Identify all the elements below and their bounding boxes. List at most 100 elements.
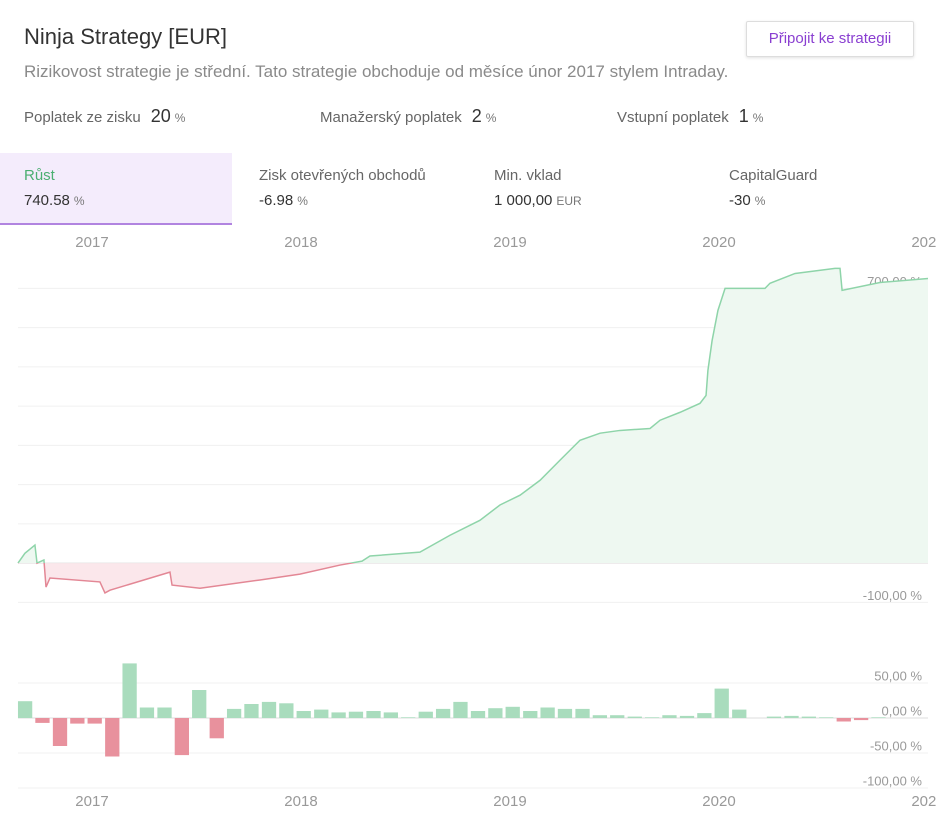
stat-label: CapitalGuard [729,167,818,184]
stat-tab[interactable]: Zisk otevřených obchodů -6.98% [259,153,491,225]
bar [296,711,311,718]
bar [801,716,817,718]
fee: Manažerský poplatek 2% [320,106,496,127]
x-tick-label: 2020 [702,793,735,810]
bar [488,708,503,718]
bar [784,715,799,718]
subtitle: Rizikovost strategie je střední. Tato st… [24,62,729,81]
bar [662,715,677,718]
bar [836,718,851,722]
stat-unit: % [754,194,766,208]
fee-label: Vstupní poplatek [617,109,729,126]
bar [244,704,259,718]
stat-value: -30 [729,192,751,209]
bar [557,708,573,718]
bar [819,717,834,718]
bar [139,707,155,718]
bar [87,718,102,724]
fee: Vstupní poplatek 1% [617,106,763,127]
stat-tab[interactable]: Růst 740.58% [0,153,232,225]
bar [714,688,729,718]
stat-label: Růst [24,167,55,184]
bar [209,718,224,739]
y-tick-label: -50,00 % [870,738,922,753]
bar [52,718,68,746]
stat-unit: % [297,194,308,208]
bar [697,713,712,718]
bar [523,711,538,718]
bar [470,711,486,718]
charts: -100,00 %0,00 %100,00 %200,00 %300,00 %4… [17,234,936,810]
x-tick-label: 2018 [284,234,317,251]
bar [505,706,520,718]
bar [401,717,416,718]
bar [331,712,346,718]
fee-unit: % [752,111,764,125]
bar [575,708,590,718]
bar [383,712,399,718]
bar [192,690,207,718]
join-button[interactable]: Připojit ke strategii [746,21,914,57]
fee-label: Poplatek ze zisku [24,109,141,126]
fee: Poplatek ze zisku 20% [24,106,185,127]
stat-label: Min. vklad [494,167,562,184]
bar [279,703,294,718]
area [18,268,928,593]
bar [105,718,120,757]
bar [871,717,886,718]
bar [174,718,189,756]
bar [540,707,555,718]
bar [644,717,660,718]
line [17,267,929,594]
stat-label: Zisk otevřených obchodů [259,167,426,184]
stat-value-row: -30% [729,192,936,209]
bar [17,701,33,718]
fee-value: 2 [471,106,482,126]
bar [453,701,468,718]
bar [314,709,329,718]
bar [732,709,747,718]
y-tick-label: -100,00 % [863,773,923,788]
stat-value: 1 000,00 [494,192,553,209]
x-tick-label: 2018 [284,793,317,810]
bar [766,716,782,718]
stat-value-row: 740.58% [24,192,232,209]
stat-value: -6.98 [259,192,294,209]
stat-tab[interactable]: CapitalGuard -30% [729,153,936,225]
x-tick-label: 2020 [702,234,735,251]
fee-unit: % [485,111,497,125]
stat-value: 740.58 [24,192,70,209]
x-tick-label: 2017 [75,234,108,251]
stat-value-row: 1 000,00 EUR [494,192,726,209]
bar [157,707,172,718]
fee-value: 1 [738,106,749,126]
fee-label: Manažerský poplatek [320,109,462,126]
y-tick-label: -100,00 % [863,588,923,603]
bar [435,708,451,718]
stat-unit: % [73,194,85,208]
x-tick-label: 2017 [75,793,108,810]
bar [35,718,50,723]
x-tick-label: 2019 [493,234,526,251]
y-tick-label: 0,00 % [882,703,923,718]
x-tick-label: 2019 [493,793,526,810]
fee-unit: % [174,111,186,125]
bar [418,711,433,718]
bar [610,715,625,718]
title: Ninja Strategy [EUR] [24,24,227,49]
x-tick-label: 2021 [911,234,936,251]
stat-tab[interactable]: Min. vklad 1 000,00 EUR [494,153,726,225]
bar [226,708,242,718]
y-tick-label: 50,00 % [874,668,922,683]
bar [679,715,695,718]
bar [122,663,137,718]
stat-value-row: -6.98% [259,192,491,209]
x-tick-label: 2021 [911,793,936,810]
bar [853,718,869,721]
bar [261,701,277,718]
bar [592,715,608,718]
stat-unit: EUR [556,194,582,208]
bar [627,716,642,718]
bar [70,718,85,724]
